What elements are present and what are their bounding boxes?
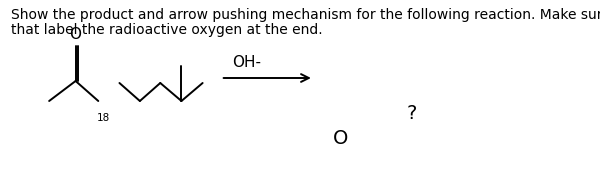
Text: ?: ?	[407, 104, 417, 122]
Text: that label the radioactive oxygen at the end.: that label the radioactive oxygen at the…	[11, 23, 323, 37]
Text: O: O	[69, 27, 81, 42]
Text: Show the product and arrow pushing mechanism for the following reaction. Make su: Show the product and arrow pushing mecha…	[11, 8, 600, 22]
Text: OH-: OH-	[232, 55, 261, 70]
Text: 18: 18	[97, 113, 110, 123]
Text: O: O	[332, 129, 348, 148]
